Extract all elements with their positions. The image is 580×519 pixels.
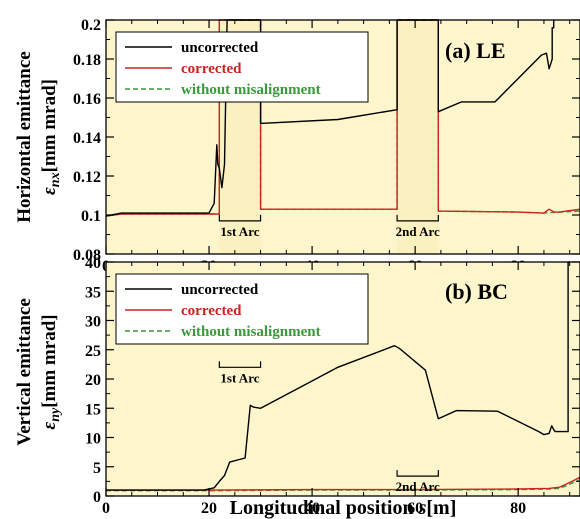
y-tick-label: 35 <box>85 284 101 301</box>
y-tick-label: 25 <box>85 343 101 360</box>
y-axis-unit: [mm mrad] <box>39 79 60 172</box>
y-tick-label: 0.2 <box>81 17 101 34</box>
arc-label: 1st Arc <box>220 224 259 239</box>
x-tick-label: 40 <box>304 500 320 517</box>
x-tick-label: 0 <box>102 500 110 517</box>
legend-label-uncorrected: uncorrected <box>181 40 259 56</box>
y-axis-symbol: ε <box>39 187 60 195</box>
shaded-region-2 <box>397 20 439 254</box>
arc-marker-1: 1st Arc <box>218 214 262 239</box>
legend: uncorrected corrected without misalignme… <box>115 31 369 103</box>
y-tick-label: 0.16 <box>73 91 101 108</box>
legend-label-without-misalignment: without misalignment <box>181 324 321 340</box>
series-uncorrected <box>105 19 555 217</box>
y-tick-label: 0.08 <box>73 247 101 264</box>
y-tick-label: 0.1 <box>81 208 101 225</box>
arc-markers: 1st Arc 2nd Arc <box>218 361 440 494</box>
x-axis-label-main: Longitudinal position <box>230 497 419 519</box>
data-series <box>105 19 580 217</box>
x-tick-label: 80 <box>510 500 526 517</box>
y-axis-label-line2: εnx[mm mrad] <box>39 79 63 195</box>
y-tick-label: 15 <box>85 401 101 418</box>
y-axis-label-line1: Vertical emittance <box>14 298 35 446</box>
y-tick-label: 0 <box>93 489 101 506</box>
y-axis-subscript: nx <box>48 172 63 187</box>
y-axis-symbol: ε <box>39 422 60 430</box>
y-tick-label: 20 <box>85 372 101 389</box>
y-axis-unit: [mm mrad] <box>39 314 60 407</box>
axis-ticks: 0 20 40 60 80 0 5 10 15 20 25 30 35 40 <box>85 255 580 517</box>
x-tick-label: 20 <box>201 500 217 517</box>
arc-bracket <box>396 470 439 477</box>
arc-label: 2nd Arc <box>396 479 440 494</box>
y-tick-label: 5 <box>93 460 101 477</box>
legend-label-without-misalignment: without misalignment <box>181 82 321 98</box>
arc-markers: 1st Arc 2nd Arc <box>218 214 440 239</box>
x-axis-unit: [m] <box>426 497 456 519</box>
x-axis-label: Longitudinal position s[m] <box>230 497 457 519</box>
y-axis-label-line1: Horizontal emittance <box>14 51 35 222</box>
panel-vertical-emittance: 1st Arc 2nd Arc 0 20 40 60 80 0 5 10 15 20 25 30 35 40… <box>14 255 580 517</box>
y-tick-label: 30 <box>85 314 101 331</box>
y-tick-label: 0.18 <box>73 52 101 69</box>
y-tick-label: 0.14 <box>73 130 101 147</box>
panel-label: (b) BC <box>445 279 508 304</box>
legend-label-uncorrected: uncorrected <box>181 282 259 298</box>
y-tick-label: 10 <box>85 431 101 448</box>
y-tick-label: 0.12 <box>73 169 101 186</box>
y-axis-label-line2: εny[mm mrad] <box>39 314 63 429</box>
x-axis-variable: s <box>418 497 427 519</box>
y-tick-label: 40 <box>85 255 101 272</box>
x-tick-label: 60 <box>407 500 423 517</box>
series-uncorrected <box>106 261 570 491</box>
arc-bracket <box>396 214 439 222</box>
legend-label-corrected: corrected <box>181 303 242 319</box>
legend-box <box>115 31 369 103</box>
arc-label: 2nd Arc <box>396 224 440 239</box>
panel-label: (a) LE <box>445 38 506 63</box>
arc-marker-2: 2nd Arc <box>396 214 440 239</box>
arc-label: 1st Arc <box>220 370 259 385</box>
arc-marker-2: 2nd Arc <box>396 470 440 494</box>
y-axis-subscript: ny <box>48 407 63 422</box>
series-corrected <box>105 19 580 217</box>
legend-label-corrected: corrected <box>181 61 242 77</box>
arc-bracket <box>218 361 262 368</box>
arc-bracket <box>218 214 262 222</box>
arc-marker-1: 1st Arc <box>218 361 262 385</box>
legend: uncorrected corrected without misalignme… <box>115 273 369 345</box>
legend-box <box>115 273 369 345</box>
